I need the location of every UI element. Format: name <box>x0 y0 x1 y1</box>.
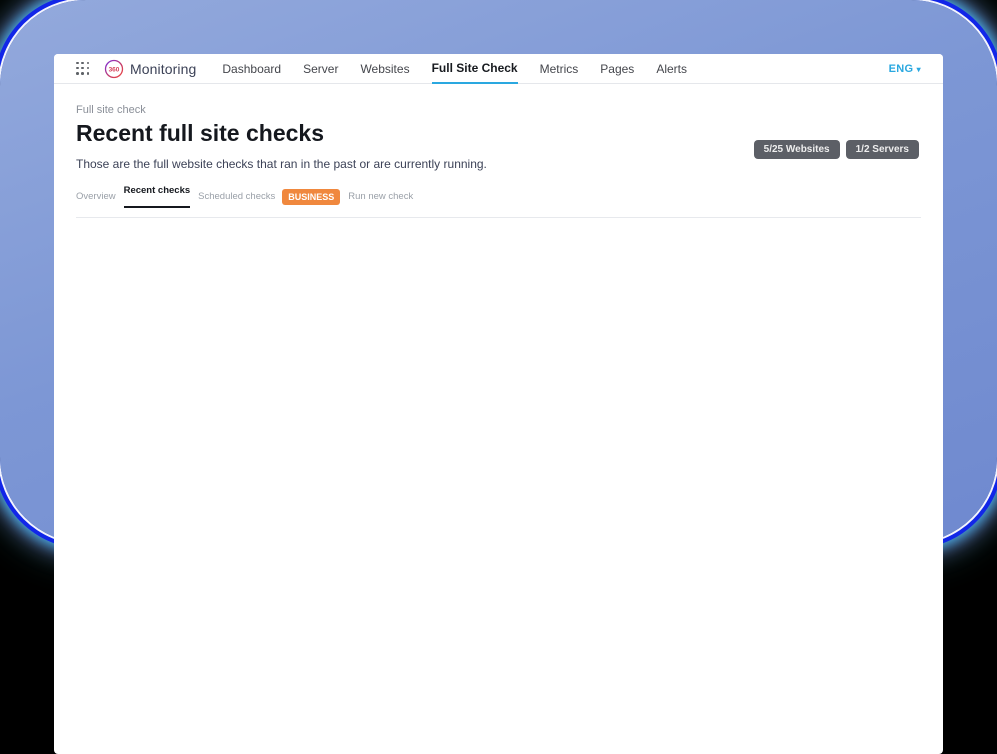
svg-text:360: 360 <box>109 66 120 73</box>
